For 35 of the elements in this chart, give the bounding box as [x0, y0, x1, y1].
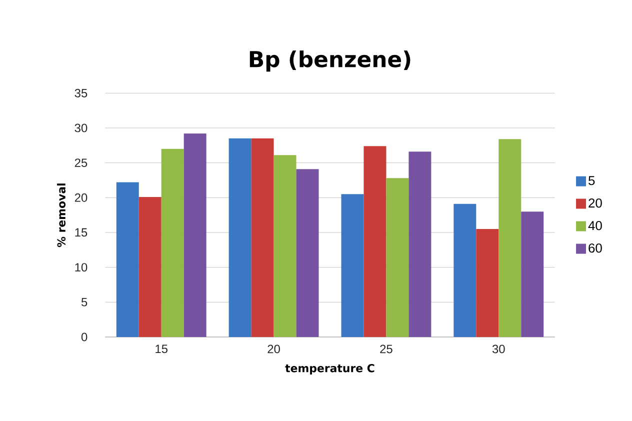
y-tick-label: 15	[75, 228, 88, 237]
x-tick-label: 25	[380, 344, 392, 354]
y-tick-label: 20	[74, 193, 88, 202]
y-tick-label: 25	[74, 158, 88, 167]
y-tick-label: 10	[75, 263, 88, 272]
bar	[228, 138, 252, 337]
legend-label: 5	[588, 176, 595, 186]
x-axis-title: temperature C	[285, 364, 374, 374]
legend-label: 60	[588, 243, 602, 253]
legend-label: 40	[588, 220, 602, 230]
bar	[251, 138, 274, 337]
bar	[184, 133, 206, 337]
bar	[296, 169, 319, 337]
y-tick-label: 0	[81, 332, 88, 342]
bar	[161, 148, 184, 337]
y-axis-title: % removal	[57, 184, 66, 248]
bar	[341, 194, 364, 337]
bar	[408, 152, 432, 337]
bar	[116, 182, 139, 337]
bar	[364, 146, 386, 337]
bar	[498, 139, 522, 337]
bar	[476, 228, 499, 337]
chart-title: Bp (benzene)	[250, 50, 410, 72]
bar	[138, 196, 162, 337]
y-tick-label: 5	[81, 298, 88, 306]
x-tick-label: 15	[156, 344, 168, 354]
bar	[454, 204, 476, 337]
y-tick-label: 35	[74, 88, 88, 98]
bar	[521, 212, 544, 337]
bar	[386, 178, 409, 337]
y-tick-label: 30	[74, 124, 88, 132]
legend-label: 20	[588, 198, 602, 208]
bar	[274, 155, 296, 337]
x-tick-label: 30	[492, 344, 505, 354]
x-tick-label: 20	[268, 344, 280, 354]
